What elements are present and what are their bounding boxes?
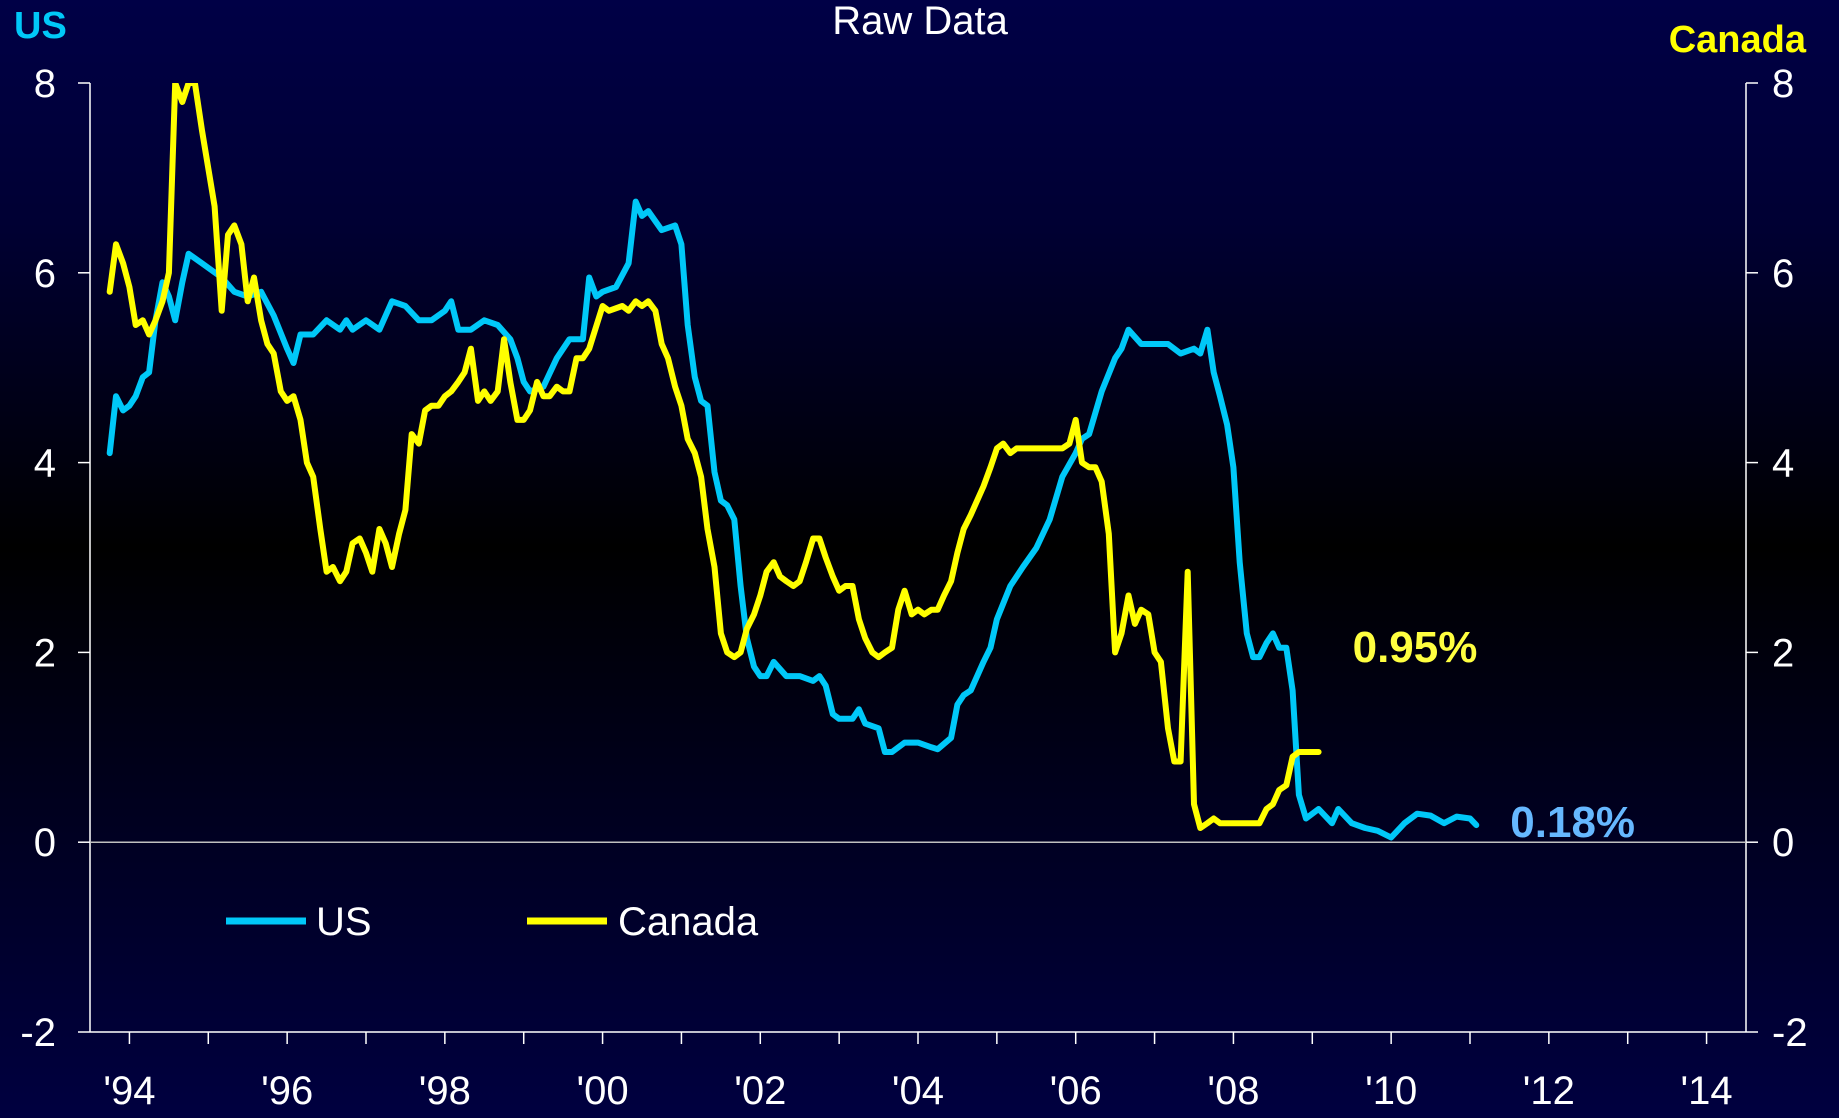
x-tick-label: '14 bbox=[1681, 1069, 1733, 1113]
left-y-tick-label: 8 bbox=[34, 62, 56, 106]
legend-label-canada: Canada bbox=[618, 900, 759, 944]
annotation-layer: 0.95% 0.18% bbox=[1353, 623, 1635, 847]
chart-title: Raw Data bbox=[832, 0, 1008, 43]
legend-label-us: US bbox=[316, 900, 372, 944]
x-tick-label: '10 bbox=[1365, 1069, 1417, 1113]
annotation-us: 0.18% bbox=[1510, 798, 1635, 847]
x-tick-label: '96 bbox=[261, 1069, 313, 1113]
x-tick-label: '06 bbox=[1050, 1069, 1102, 1113]
legend: US Canada bbox=[226, 900, 759, 944]
x-tick-label: '04 bbox=[892, 1069, 944, 1113]
x-tick-label: '12 bbox=[1523, 1069, 1575, 1113]
series-line-us bbox=[106, 198, 1480, 841]
x-tick-label: '98 bbox=[419, 1069, 471, 1113]
x-tick-label: '94 bbox=[103, 1069, 155, 1113]
right-axis-title: Canada bbox=[1669, 19, 1807, 61]
right-y-tick-label: 8 bbox=[1772, 62, 1794, 106]
annotation-canada: 0.95% bbox=[1353, 623, 1478, 672]
left-y-tick-label: 2 bbox=[34, 631, 56, 675]
axes: -2 -2 0 0 2 2 4 4 6 6 8 8 '94 '96 '98 '00 '02 '04 '06 '08 '1… bbox=[20, 62, 1807, 1113]
left-y-tick-label: 0 bbox=[34, 821, 56, 865]
series-layer bbox=[106, 83, 1480, 841]
right-y-tick-label: 4 bbox=[1772, 442, 1794, 486]
left-y-tick-label: 4 bbox=[34, 442, 56, 486]
right-y-tick-label: 0 bbox=[1772, 821, 1794, 865]
left-y-tick-label: 6 bbox=[34, 252, 56, 296]
left-axis-title: US bbox=[14, 5, 67, 47]
series-line-canada bbox=[106, 83, 1322, 831]
right-y-tick-label: -2 bbox=[1772, 1011, 1808, 1055]
right-y-tick-label: 6 bbox=[1772, 252, 1794, 296]
x-tick-label: '00 bbox=[577, 1069, 629, 1113]
left-y-tick-label: -2 bbox=[20, 1011, 56, 1055]
x-tick-label: '02 bbox=[734, 1069, 786, 1113]
right-y-tick-label: 2 bbox=[1772, 631, 1794, 675]
x-tick-label: '08 bbox=[1207, 1069, 1259, 1113]
